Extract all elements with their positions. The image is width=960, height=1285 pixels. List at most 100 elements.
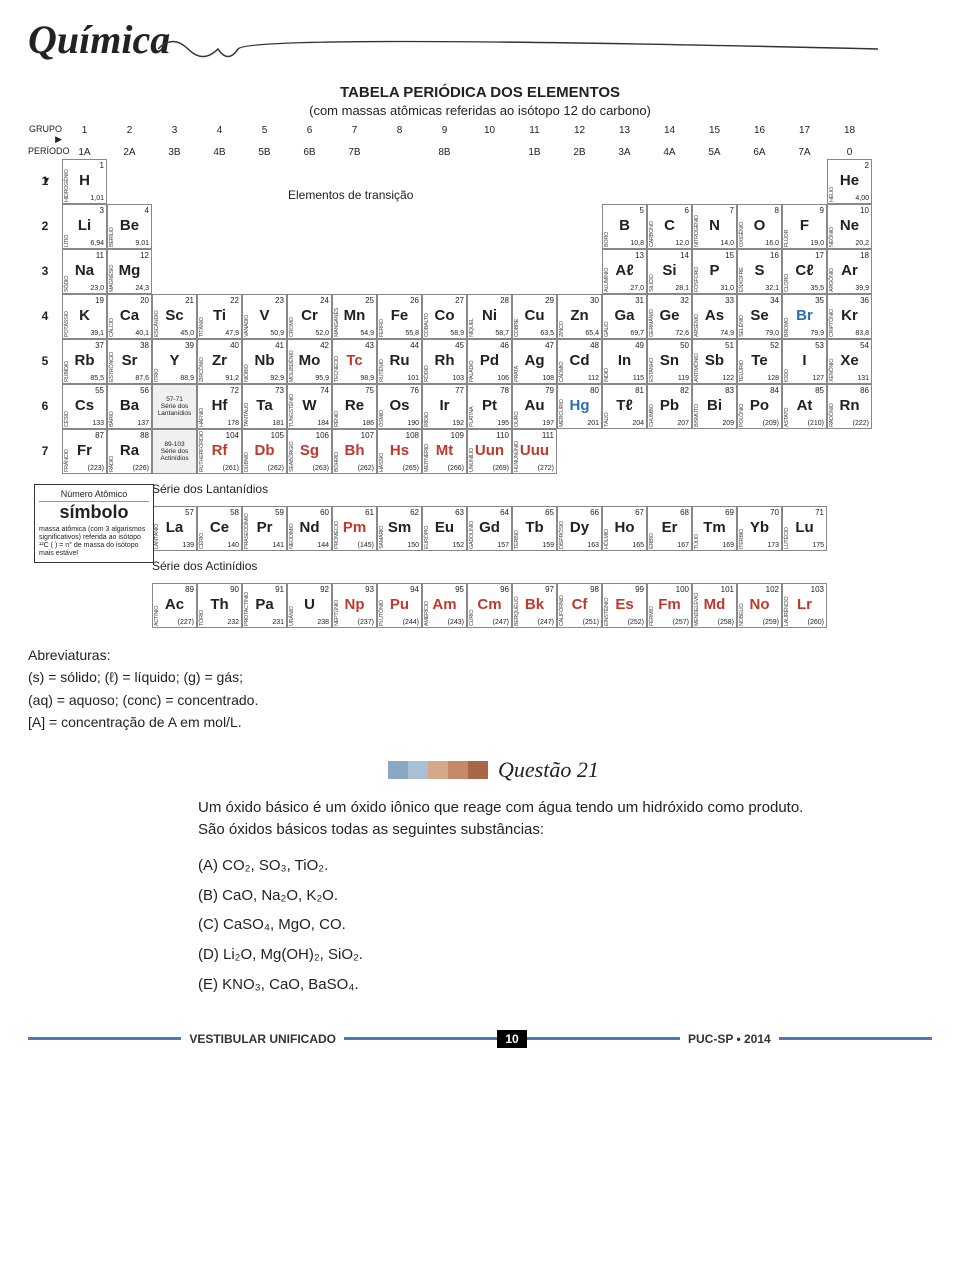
element-cell: LANTÂNIO57La139	[152, 506, 197, 551]
element-cell: HÁSSIO108Hs(265)	[377, 429, 422, 474]
element-cell: SÓDIO11Na23,0	[62, 249, 107, 294]
element-cell: RÓDIO45Rh103	[422, 339, 467, 384]
period-label: 5	[28, 339, 62, 384]
group-number: 3	[152, 124, 197, 146]
element-cell: TUNGSTÊNIO74W184	[287, 384, 332, 429]
element-cell: IRÍDIO77Ir192	[422, 384, 467, 429]
element-cell: ESCÂNDIO21Sc45,0	[152, 294, 197, 339]
element-cell: NEODÍMIO60Nd144	[287, 506, 332, 551]
element-cell: FÓSFORO15P31,0	[692, 249, 737, 294]
element-cell: PROTACTÍNIO91Pa231	[242, 583, 287, 628]
element-cell: ENXOFRE16S32,1	[737, 249, 782, 294]
element-cell: MANGANÊS25Mn54,9	[332, 294, 377, 339]
group-number: 16	[737, 124, 782, 146]
element-cell: TELÚRIO52Te128	[737, 339, 782, 384]
group-number: 14	[647, 124, 692, 146]
element-cell: GÁLIO31Ga69,7	[602, 294, 647, 339]
group-letter: 2B	[557, 146, 602, 159]
element-cell: RADÔNIO86Rn(222)	[827, 384, 872, 429]
group-number: 4	[197, 124, 242, 146]
group-letter: 1A	[62, 146, 107, 159]
element-cell: HÓLMIO67Ho165	[602, 506, 647, 551]
footer-page-number: 10	[497, 1030, 526, 1048]
group-letter: 3A	[602, 146, 647, 159]
element-cell: CARBONO6C12,0	[647, 204, 692, 249]
question-header: Questão 21	[28, 757, 932, 783]
table-title: TABELA PERIÓDICA DOS ELEMENTOS	[28, 84, 932, 101]
abbrev-line-1: (s) = sólido; (ℓ) = líquido; (g) = gás;	[28, 666, 932, 688]
element-cell: CALIFÓRNIO98Cf(251)	[557, 583, 602, 628]
group-number: 13	[602, 124, 647, 146]
legend-symbol: símbolo	[39, 502, 149, 523]
element-cell: POLÔNIO84Po(209)	[737, 384, 782, 429]
element-cell: TÁLIO81Tℓ204	[602, 384, 647, 429]
element-cell: BERÍLIO4Be9,01	[107, 204, 152, 249]
period-label: 4	[28, 294, 62, 339]
group-number: 5	[242, 124, 287, 146]
group-letter: 4A	[647, 146, 692, 159]
group-letter: 2A	[107, 146, 152, 159]
element-cell: ESTANHO50Sn119	[647, 339, 692, 384]
element-cell: POTÁSSIO19K39,1	[62, 294, 107, 339]
element-cell: NITROGÊNIO7N14,0	[692, 204, 737, 249]
group-letter: 6A	[737, 146, 782, 159]
element-cell: EURÓPIO63Eu152	[422, 506, 467, 551]
answer-option: (C) CaSO₄, MgO, CO.	[198, 914, 838, 936]
element-cell: ÓSMIO76Os190	[377, 384, 422, 429]
element-cell: HIDROGÊNIO1H1,01	[62, 159, 107, 204]
element-cell: FÉRMIO100Fm(257)	[647, 583, 692, 628]
abbreviations: Abreviaturas: (s) = sólido; (ℓ) = líquid…	[28, 644, 932, 734]
element-cell: RÊNIO75Re186	[332, 384, 377, 429]
element-cell: MAGNÉSIO12Mg24,3	[107, 249, 152, 294]
element-cell: FERRO26Fe55,8	[377, 294, 422, 339]
element-cell: TÉRBIO65Tb159	[512, 506, 557, 551]
group-letter	[377, 146, 422, 159]
element-cell: HÉLIO2He4,00	[827, 159, 872, 204]
legend-atomic-num: Número Atômico	[39, 489, 149, 502]
element-cell: PLUTÔNIO94Pu(244)	[377, 583, 422, 628]
group-letter: 5B	[242, 146, 287, 159]
answer-option: (D) Li₂O, Mg(OH)₂, SiO₂.	[198, 944, 838, 966]
squiggle-ornament	[158, 34, 878, 64]
element-cell: NOBÉLIO102No(259)	[737, 583, 782, 628]
element-cell: NÍQUEL28Ni58,7	[467, 294, 512, 339]
page-header: Química	[28, 16, 932, 76]
period-label: 7	[28, 429, 62, 474]
element-cell: BROMO35Br79,9	[782, 294, 827, 339]
group-number: 17	[782, 124, 827, 146]
element-cell: CLORO17Cℓ35,5	[782, 249, 827, 294]
element-cell: ARSÊNIO33As74,9	[692, 294, 737, 339]
answer-option: (A) CO₂, SO₃, TiO₂.	[198, 855, 838, 877]
group-letter: 4B	[197, 146, 242, 159]
element-cell: DÚBNIO105Db(262)	[242, 429, 287, 474]
element-cell: ÉRBIO68Er167	[647, 506, 692, 551]
element-cell: ÍNDIO49In115	[602, 339, 647, 384]
element-cell: SILÍCIO14Si28,1	[647, 249, 692, 294]
element-cell: CÁDMIO48Cd112	[557, 339, 602, 384]
element-cell: BÁRIO56Ba137	[107, 384, 152, 429]
element-cell: FRÂNCIO87Fr(223)	[62, 429, 107, 474]
page-footer: VESTIBULAR UNIFICADO 10 PUC-SP • 2014	[28, 1026, 932, 1052]
group-number: 18	[827, 124, 872, 146]
lanthanide-ref-box: 57-71Série dos Lantanídios	[152, 384, 197, 429]
lanthanide-title: Série dos Lantanídios	[152, 482, 932, 496]
element-cell: XENÔNIO54Xe131	[827, 339, 872, 384]
group-letter: 5A	[692, 146, 737, 159]
group-number: 1	[62, 124, 107, 146]
group-number: 10	[467, 124, 512, 146]
element-cell: DISPRÓSIO66Dy163	[557, 506, 602, 551]
group-letter: 7B	[332, 146, 377, 159]
group-number: 12	[557, 124, 602, 146]
element-cell: COBALTO27Co58,9	[422, 294, 467, 339]
element-cell: TÚLIO69Tm169	[692, 506, 737, 551]
element-cell: CRIPTÔNIO36Kr83,8	[827, 294, 872, 339]
element-cell: PALÁDIO46Pd106	[467, 339, 512, 384]
element-cell: ALUMÍNIO13Aℓ27,0	[602, 249, 647, 294]
element-cell: GERMÂNIO32Ge72,6	[647, 294, 692, 339]
element-cell: RUBÍDIO37Rb85,5	[62, 339, 107, 384]
element-cell: RÁDIO88Ra(226)	[107, 429, 152, 474]
element-cell: BORO5B10,8	[602, 204, 647, 249]
element-cell: URÂNIO92U238	[287, 583, 332, 628]
group-number: 2	[107, 124, 152, 146]
element-cell: UNUNÍLIO110Uun(269)	[467, 429, 512, 474]
